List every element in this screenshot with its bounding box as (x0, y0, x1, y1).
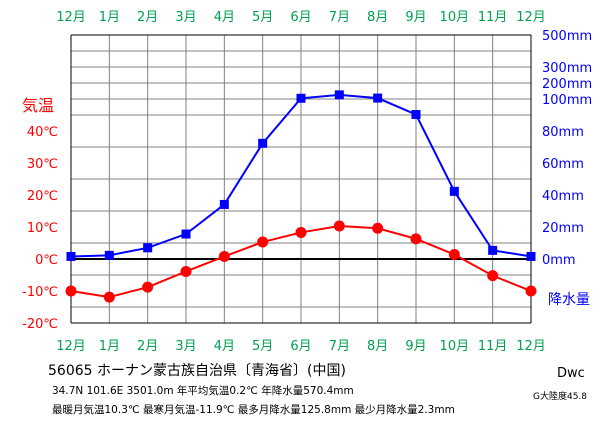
precipitation-tick-label: 100mm (542, 93, 592, 108)
month-label-top: 8月 (367, 10, 388, 25)
month-label-top: 5月 (252, 10, 273, 25)
precipitation-point (66, 251, 76, 261)
precipitation-tick-label: 300mm (542, 61, 592, 76)
month-label-top: 6月 (290, 10, 311, 25)
precipitation-tick-label: 500mm (542, 29, 592, 44)
temperature-tick-label: 0℃ (35, 253, 58, 268)
chart-grid (71, 35, 531, 323)
temperature-point (103, 291, 115, 303)
precipitation-tick-label: 200mm (542, 77, 592, 92)
temperature-tick-label: 10℃ (27, 221, 58, 236)
precipitation-tick-label: 40mm (542, 189, 584, 204)
month-label-bottom: 12月 (516, 339, 546, 354)
chart-axes (70, 34, 532, 324)
month-label-bottom: 1月 (99, 339, 120, 354)
month-label-bottom: 2月 (137, 339, 158, 354)
month-label-bottom: 5月 (252, 339, 273, 354)
precipitation-point (334, 90, 344, 100)
precipitation-tick-label: 0mm (542, 253, 576, 268)
precipitation-point (258, 138, 268, 148)
temperature-tick-label: -10℃ (22, 285, 58, 300)
month-label-bottom: 6月 (290, 339, 311, 354)
temperature-axis-title: 気温 (22, 96, 54, 115)
precipitation-point (373, 93, 383, 103)
precipitation-point (181, 229, 191, 239)
temperature-point (180, 265, 192, 277)
month-label-top: 1月 (99, 10, 120, 25)
temperature-point (487, 270, 499, 282)
precipitation-tick-label: 60mm (542, 157, 584, 172)
station-info-line-1: 34.7N 101.6E 3501.0m 年平均気温0.2℃ 年降水量570.4… (52, 385, 354, 397)
precipitation-tick-label: 20mm (542, 221, 584, 236)
month-label-top: 4月 (214, 10, 235, 25)
month-label-bottom: 3月 (175, 339, 196, 354)
temperature-tick-label: 40℃ (27, 125, 58, 140)
month-label-top: 2月 (137, 10, 158, 25)
month-label-top: 7月 (329, 10, 350, 25)
temperature-point (333, 220, 345, 232)
axis-tick-labels: 12月 12月 1月 1月 2月 2月 3月 3月 4月 4月 5月 5月 6月 6月 7月 7月 8月 8月 9月… (22, 10, 592, 354)
precipitation-tick-label: 80mm (542, 125, 584, 140)
month-label-top: 10月 (440, 10, 470, 25)
climate-classification: Dwc (557, 366, 585, 381)
continentality-index: G大陸度45.8 (533, 392, 588, 402)
temperature-point (218, 250, 230, 262)
precipitation-point (143, 243, 153, 253)
series-marks (65, 90, 537, 303)
temperature-tick-label: 30℃ (27, 157, 58, 172)
precipitation-point (296, 93, 306, 103)
month-label-top: 9月 (405, 10, 426, 25)
month-label-bottom: 8月 (367, 339, 388, 354)
precipitation-point (104, 250, 114, 260)
temperature-point (65, 285, 77, 297)
month-label-bottom: 7月 (329, 339, 350, 354)
temperature-point (257, 236, 269, 248)
month-label-bottom: 11月 (478, 339, 508, 354)
temperature-tick-label: 20℃ (27, 189, 58, 204)
station-name: 56065 ホーナン蒙古族自治県〔青海省〕(中国) (48, 363, 346, 379)
month-label-top: 12月 (516, 10, 546, 25)
precipitation-axis-title: 降水量 (548, 292, 590, 308)
month-label-top: 11月 (478, 10, 508, 25)
month-label-bottom: 10月 (440, 339, 470, 354)
month-label-top: 3月 (175, 10, 196, 25)
temperature-point (410, 233, 422, 245)
precipitation-point (488, 245, 498, 255)
precipitation-point (449, 186, 459, 196)
month-label-bottom: 4月 (214, 339, 235, 354)
temperature-point (448, 249, 460, 261)
temperature-point (142, 281, 154, 293)
month-label-bottom: 9月 (405, 339, 426, 354)
temperature-point (525, 285, 537, 297)
temperature-tick-label: -20℃ (22, 317, 58, 332)
precipitation-point (219, 199, 229, 209)
month-label-top: 12月 (56, 10, 86, 25)
precipitation-point (526, 251, 536, 261)
temperature-point (372, 222, 384, 234)
precipitation-point (411, 110, 421, 120)
station-info-line-2: 最暖月気温10.3℃ 最寒月気温-11.9℃ 最多月降水量125.8mm 最少月… (52, 404, 455, 416)
temperature-point (295, 226, 307, 238)
month-label-bottom: 12月 (56, 339, 86, 354)
